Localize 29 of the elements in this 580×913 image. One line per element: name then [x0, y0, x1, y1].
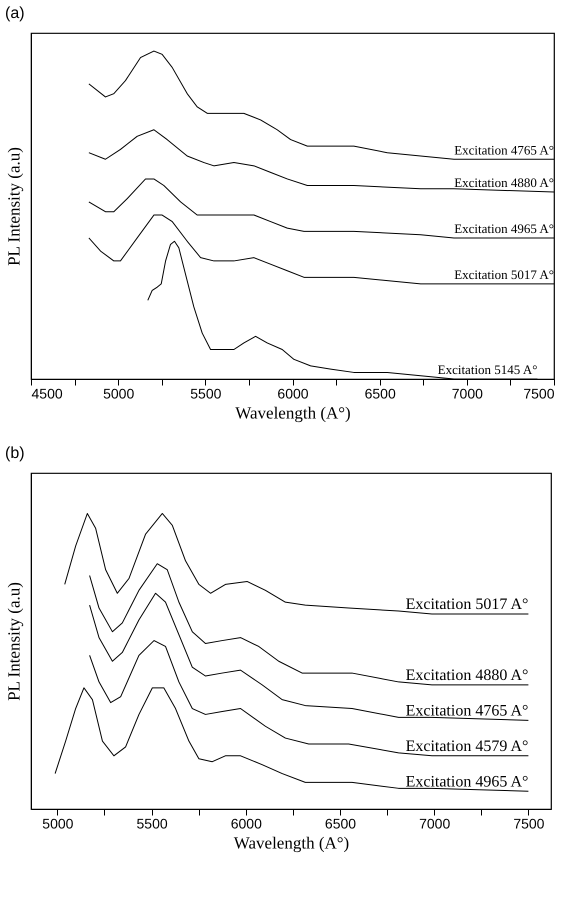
series-label: Excitation 4579 A°	[406, 738, 528, 755]
x-tick-label: 5500	[136, 816, 168, 832]
x-tick-label: 7000	[419, 816, 450, 832]
x-tick-label: 5000	[42, 816, 74, 832]
x-tick-label: 6000	[277, 386, 309, 402]
series-label: Excitation 5145 A°	[438, 362, 538, 377]
series-label: Excitation 4965 A°	[406, 773, 528, 790]
series-label: Excitation 4765 A°	[454, 142, 554, 158]
series-label: Excitation 4965 A°	[454, 220, 554, 236]
x-axis-title: Wavelength (A°)	[234, 834, 350, 852]
series-label: Excitation 4765 A°	[406, 702, 528, 720]
x-tick-label: 5500	[190, 386, 222, 402]
x-tick-label: 6500	[324, 816, 356, 832]
x-tick-label: 7000	[452, 386, 484, 402]
x-tick-label: 5000	[103, 386, 134, 402]
x-tick-label: 6000	[230, 816, 262, 832]
x-axis-title: Wavelength (A°)	[235, 404, 351, 422]
series-label: Excitation 5017 A°	[454, 266, 554, 282]
series-label: Excitation 4880 A°	[454, 175, 554, 190]
x-tick-label: 7500	[523, 386, 555, 402]
chart-title: (b)	[5, 445, 25, 462]
y-axis-title: PL Intensity (a.u)	[4, 147, 24, 266]
series-label: Excitation 5017 A°	[406, 596, 528, 613]
series-label: Excitation 4880 A°	[406, 666, 528, 684]
x-tick-label: 6500	[364, 386, 396, 402]
x-tick-label: 4500	[32, 386, 63, 402]
y-axis-title: PL Intensity (a.u)	[4, 582, 24, 701]
x-tick-label: 7500	[513, 816, 545, 832]
chart-title: (a)	[5, 5, 25, 22]
